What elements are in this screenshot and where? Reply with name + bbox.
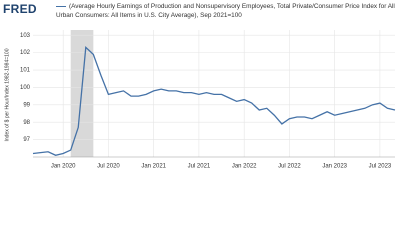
x-tick-label: Jul 2021 — [188, 164, 211, 170]
x-tick-label: Jul 2022 — [278, 164, 301, 170]
y-tick-label: 103 — [20, 33, 31, 39]
y-axis-title: Index of $ per Hour/Index 1982-1984=100 — [4, 48, 10, 141]
y-tick-label: 100 — [20, 85, 31, 91]
data-line — [32, 46, 396, 156]
chart: Index of $ per Hour/Index 1982-1984=100 … — [4, 30, 396, 170]
x-tick-label: Jan 2021 — [141, 164, 166, 170]
y-tick-label: 102 — [20, 50, 31, 56]
legend-label: (Average Hourly Earnings of Production a… — [56, 3, 395, 19]
legend: (Average Hourly Earnings of Production a… — [56, 3, 396, 20]
x-tick-label: Jan 2023 — [322, 164, 347, 170]
y-tick-label: 98 — [23, 120, 30, 126]
x-tick-label: Jul 2020 — [97, 164, 120, 170]
x-tick-label: Jan 2022 — [232, 164, 257, 170]
page: FRED (Average Hourly Earnings of Product… — [3, 2, 396, 170]
y-tick-label: 101 — [20, 68, 31, 74]
logo: FRED — [3, 2, 37, 16]
y-tick-label: 99 — [23, 102, 30, 108]
x-tick-label: Jan 2020 — [51, 164, 76, 170]
legend-swatch — [56, 5, 66, 7]
x-tick-label: Jul 2023 — [369, 164, 392, 170]
y-tick-label: 97 — [23, 137, 30, 143]
